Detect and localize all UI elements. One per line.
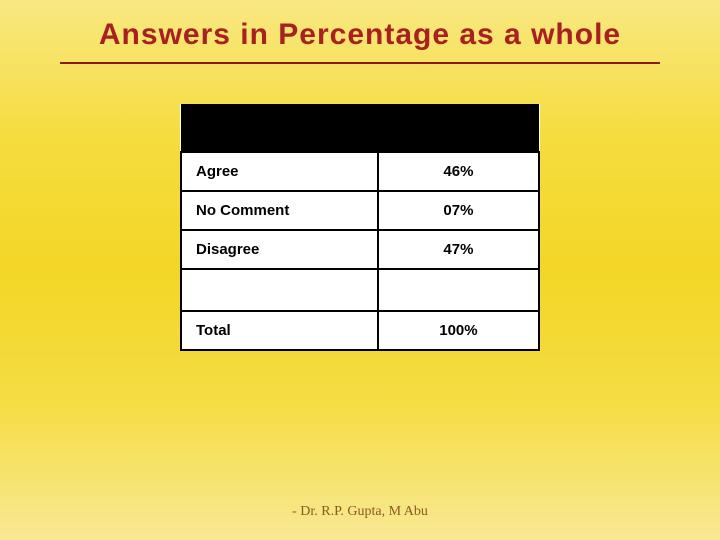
percentage-table: Agree 46% No Comment 07% Disagree 47% To… [180,104,540,351]
spacer-cell [378,269,539,311]
table-header-row [181,104,539,152]
row-label: Agree [181,152,378,191]
table-row: Agree 46% [181,152,539,191]
table-spacer-row [181,269,539,311]
title-underline [60,62,660,64]
table-header-cell [378,104,539,152]
row-label: No Comment [181,191,378,230]
table-header-cell [181,104,378,152]
row-value: 46% [378,152,539,191]
footer-credit: - Dr. R.P. Gupta, M Abu [0,504,720,520]
table-row: Disagree 47% [181,230,539,269]
row-value: 47% [378,230,539,269]
slide-title: Answers in Percentage as a whole [0,0,720,62]
row-label: Disagree [181,230,378,269]
percentage-table-wrap: Agree 46% No Comment 07% Disagree 47% To… [180,104,540,351]
table-total-row: Total 100% [181,311,539,350]
slide: Answers in Percentage as a whole Agree 4… [0,0,720,540]
table-row: No Comment 07% [181,191,539,230]
total-value: 100% [378,311,539,350]
spacer-cell [181,269,378,311]
total-label: Total [181,311,378,350]
row-value: 07% [378,191,539,230]
